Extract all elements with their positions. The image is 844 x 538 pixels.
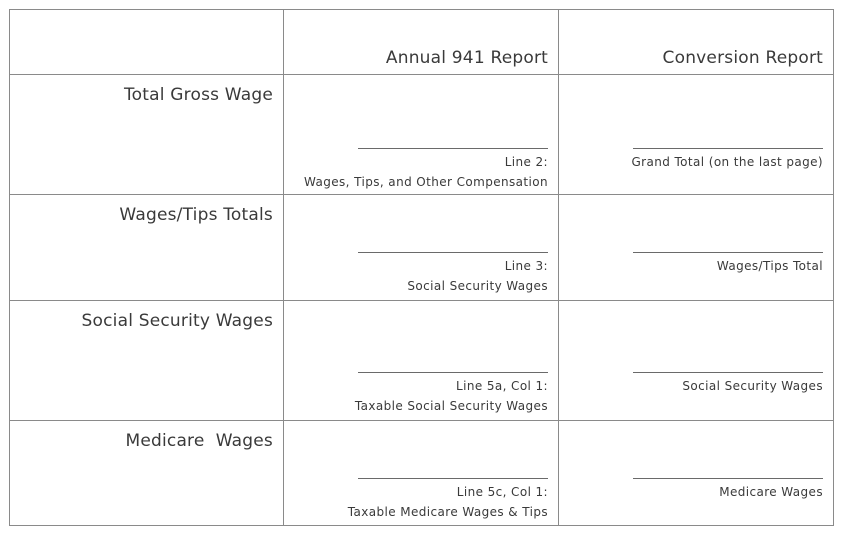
row-label-wages-tips-totals: Wages/Tips Totals	[119, 205, 273, 226]
fill-in-line	[358, 252, 548, 254]
row-label-cell: Medicare Wages	[9, 419, 284, 527]
conversion-entry: Social Security Wages	[633, 371, 823, 396]
conversion-entry-cell: Medicare Wages	[558, 419, 834, 527]
annual-entry: Line 2: Wages, Tips, and Other Compensat…	[304, 148, 548, 192]
header-conversion-cell: Conversion Report	[558, 8, 834, 76]
conversion-entry: Wages/Tips Total	[633, 252, 823, 276]
annual-caption: Line 5c, Col 1: Taxable Medicare Wages &…	[348, 482, 548, 522]
table-row: Medicare Wages Line 5c, Col 1: Taxable M…	[9, 419, 834, 527]
row-label-social-security-wages: Social Security Wages	[81, 310, 273, 331]
caption-line: Wages/Tips Total	[716, 259, 823, 274]
table-row: Social Security Wages Line 5a, Col 1: Ta…	[9, 299, 834, 421]
column-header-annual-941: Annual 941 Report	[385, 48, 548, 69]
conversion-entry-cell: Wages/Tips Total	[558, 194, 834, 301]
annual-entry-cell: Line 3: Social Security Wages	[283, 194, 559, 301]
fill-in-line	[633, 148, 823, 150]
conversion-entry-cell: Grand Total (on the last page)	[558, 74, 834, 196]
row-label-total-gross-wage: Total Gross Wage	[123, 85, 273, 106]
caption-line: Line 5a, Col 1:	[456, 378, 548, 393]
table-row: Wages/Tips Totals Line 3: Social Securit…	[9, 194, 834, 301]
annual-entry: Line 5a, Col 1: Taxable Social Security …	[355, 371, 548, 416]
conversion-caption: Wages/Tips Total	[633, 256, 823, 276]
caption-line: Medicare Wages	[719, 484, 823, 499]
fill-in-line	[358, 371, 548, 373]
fill-in-line	[633, 477, 823, 479]
caption-line: Line 2:	[504, 155, 548, 170]
annual-caption: Line 2: Wages, Tips, and Other Compensat…	[304, 152, 548, 192]
conversion-caption: Medicare Wages	[633, 482, 823, 502]
header-annual-cell: Annual 941 Report	[283, 8, 559, 76]
caption-line: Taxable Medicare Wages & Tips	[347, 504, 548, 519]
header-row: Annual 941 Report Conversion Report	[9, 8, 834, 76]
conversion-caption: Grand Total (on the last page)	[631, 152, 823, 172]
caption-line: Line 5c, Col 1:	[456, 484, 548, 499]
row-label-cell: Wages/Tips Totals	[9, 194, 284, 301]
table-row: Total Gross Wage Line 2: Wages, Tips, an…	[9, 74, 834, 196]
caption-line: Wages, Tips, and Other Compensation	[303, 175, 548, 190]
fill-in-line	[633, 371, 823, 373]
caption-line: Social Security Wages	[407, 279, 548, 294]
annual-entry-cell: Line 5c, Col 1: Taxable Medicare Wages &…	[283, 419, 559, 527]
wage-comparison-table: Annual 941 Report Conversion Report Tota…	[9, 8, 834, 527]
fill-in-line	[358, 477, 548, 479]
conversion-entry: Medicare Wages	[633, 477, 823, 502]
caption-line: Social Security Wages	[682, 378, 823, 393]
annual-caption: Line 5a, Col 1: Taxable Social Security …	[355, 376, 548, 416]
conversion-entry: Grand Total (on the last page)	[631, 148, 823, 172]
annual-entry: Line 5c, Col 1: Taxable Medicare Wages &…	[348, 477, 548, 522]
conversion-caption: Social Security Wages	[633, 376, 823, 396]
annual-entry-cell: Line 5a, Col 1: Taxable Social Security …	[283, 299, 559, 421]
fill-in-line	[633, 252, 823, 254]
row-label-cell: Social Security Wages	[9, 299, 284, 421]
annual-caption: Line 3: Social Security Wages	[358, 256, 548, 296]
annual-entry: Line 3: Social Security Wages	[358, 252, 548, 296]
conversion-entry-cell: Social Security Wages	[558, 299, 834, 421]
header-blank-cell	[9, 8, 284, 76]
row-label-cell: Total Gross Wage	[9, 74, 284, 196]
fill-in-line	[358, 148, 548, 150]
row-label-medicare-wages: Medicare Wages	[125, 430, 273, 451]
caption-line: Grand Total (on the last page)	[631, 155, 823, 170]
caption-line: Taxable Social Security Wages	[354, 398, 548, 413]
column-header-conversion: Conversion Report	[662, 48, 823, 69]
caption-line: Line 3:	[504, 259, 548, 274]
annual-entry-cell: Line 2: Wages, Tips, and Other Compensat…	[283, 74, 559, 196]
